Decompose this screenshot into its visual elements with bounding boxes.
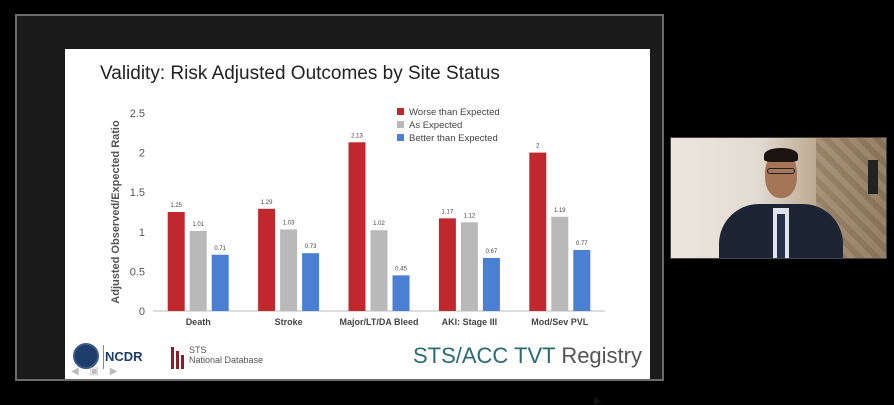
ncdr-seal-icon bbox=[73, 343, 99, 369]
bar-better bbox=[302, 253, 320, 311]
sts-logo-line2: National Database bbox=[189, 355, 264, 365]
registry-tail-text: Registry bbox=[561, 343, 642, 368]
legend-label: As Expected bbox=[409, 120, 462, 131]
sts-logo: STS National Database bbox=[189, 345, 263, 365]
bar-data-label: 1.25 bbox=[170, 203, 182, 209]
bar-chart: 0 0.5 1 1.5 2 2.5 Adjusted Observed/Expected R… bbox=[110, 107, 605, 327]
sts-logo-line1: STS bbox=[189, 345, 207, 355]
legend-label: Better than Expected bbox=[409, 133, 498, 144]
footer-logos: NCDR STS National Database bbox=[73, 343, 273, 373]
legend-swatch bbox=[397, 134, 404, 141]
bar-data-label: 1.02 bbox=[373, 221, 385, 227]
y-tick-label: 1.5 bbox=[130, 187, 145, 199]
bar-as-expected bbox=[370, 230, 388, 311]
x-category-label: AKI: Stage III bbox=[442, 317, 498, 327]
bar-better bbox=[482, 257, 500, 311]
speaker-tie bbox=[777, 214, 785, 258]
slide-navigation-arrows-icon[interactable]: ◀ ▣ ▶ bbox=[71, 366, 122, 377]
sts-bars-icon bbox=[171, 347, 185, 369]
speaker-glasses bbox=[767, 168, 795, 174]
legend-swatch bbox=[397, 121, 404, 128]
bar-data-label: 0.67 bbox=[486, 249, 498, 255]
bar-worse bbox=[258, 208, 276, 311]
x-category-label: Mod/Sev PVL bbox=[531, 317, 589, 327]
bar-data-label: 2.13 bbox=[351, 133, 363, 139]
bar-data-label: 1.12 bbox=[464, 213, 476, 219]
x-category-label: Death bbox=[186, 317, 211, 327]
y-tick-label: 0 bbox=[139, 306, 145, 318]
bar-worse bbox=[167, 212, 185, 311]
screen-share-window: Validity: Risk Adjusted Outcomes by Site… bbox=[15, 14, 664, 405]
bar-data-label: 1.17 bbox=[442, 209, 454, 215]
bar-better bbox=[392, 275, 410, 311]
legend-label: Worse than Expected bbox=[409, 107, 500, 118]
bar-data-label: 1.19 bbox=[554, 208, 566, 214]
logo-divider bbox=[103, 345, 104, 369]
ncdr-logo: NCDR bbox=[105, 349, 143, 364]
bar-data-label: 0.71 bbox=[214, 246, 226, 252]
bar-data-label: 1.29 bbox=[261, 200, 273, 206]
x-category-label: Major/LT/DA Bleed bbox=[339, 317, 418, 327]
bar-better bbox=[211, 254, 229, 311]
bar-worse bbox=[438, 218, 456, 311]
bar-as-expected bbox=[189, 231, 207, 311]
bar-data-label: 0.73 bbox=[305, 244, 317, 250]
bar-data-label: 0.45 bbox=[395, 266, 407, 272]
bar-data-label: 1.03 bbox=[283, 220, 295, 226]
participant-video-tile[interactable] bbox=[670, 137, 887, 259]
bar-data-label: 0.77 bbox=[576, 241, 588, 247]
y-tick-label: 2 bbox=[139, 148, 145, 160]
bar-as-expected bbox=[280, 229, 298, 311]
y-tick-label: 0.5 bbox=[130, 266, 145, 278]
video-wall-frame bbox=[868, 160, 878, 194]
bar-worse bbox=[348, 142, 366, 311]
y-tick-label: 1 bbox=[139, 227, 145, 239]
bar-better bbox=[573, 250, 591, 311]
presentation-slide: Validity: Risk Adjusted Outcomes by Site… bbox=[65, 49, 650, 405]
y-tick-label: 2.5 bbox=[130, 108, 145, 120]
bar-as-expected bbox=[551, 216, 569, 311]
tvt-registry-logo: STS/ACC TVT Registry bbox=[413, 343, 642, 369]
registry-main-text: STS/ACC TVT bbox=[412, 343, 556, 368]
bar-data-label: 2 bbox=[536, 144, 540, 150]
legend-swatch bbox=[397, 108, 404, 115]
bar-worse bbox=[529, 152, 547, 311]
slide-title: Validity: Risk Adjusted Outcomes by Site… bbox=[100, 63, 500, 84]
bar-as-expected bbox=[460, 222, 478, 311]
y-axis-label: Adjusted Observed/Expected Ratio bbox=[110, 120, 122, 304]
bar-data-label: 1.01 bbox=[192, 222, 204, 228]
speaker-hair bbox=[764, 148, 798, 162]
x-category-label: Stroke bbox=[275, 317, 303, 327]
